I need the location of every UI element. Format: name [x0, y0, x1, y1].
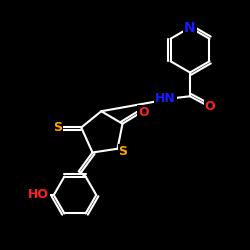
- Text: HN: HN: [154, 92, 176, 105]
- Text: O: O: [205, 100, 215, 113]
- Text: N: N: [184, 20, 196, 34]
- Text: O: O: [138, 106, 148, 119]
- Text: HO: HO: [28, 188, 49, 202]
- Text: S: S: [118, 145, 128, 158]
- Text: S: S: [54, 121, 62, 134]
- Text: HN: HN: [156, 92, 176, 105]
